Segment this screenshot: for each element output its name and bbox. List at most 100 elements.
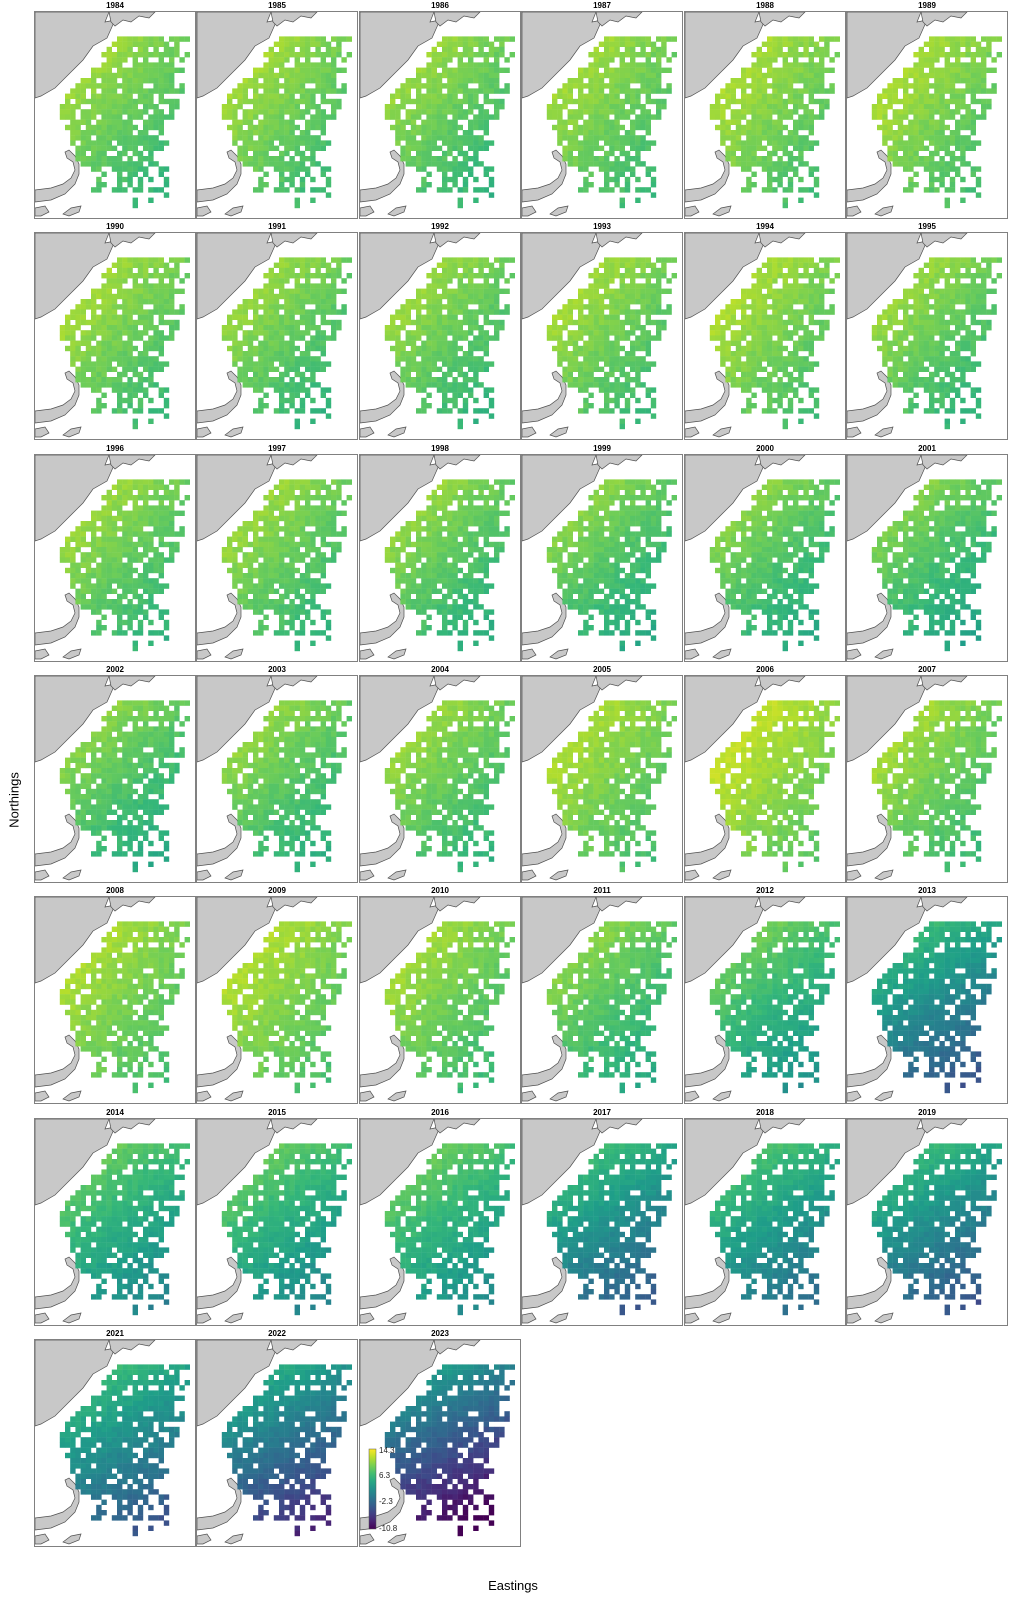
grid-cell: [442, 109, 448, 115]
grid-cell: [421, 124, 427, 131]
land-shape: [62, 205, 82, 217]
grid-cell: [746, 293, 752, 300]
grid-cell: [148, 140, 154, 146]
grid-cell: [127, 124, 133, 131]
grid-cell: [457, 140, 463, 146]
grid-cell: [593, 62, 599, 68]
grid-cell: [122, 161, 128, 167]
grid-cell: [761, 93, 768, 99]
grid-cell: [268, 351, 274, 357]
grid-cell: [117, 319, 123, 326]
grid-cell: [588, 78, 594, 84]
grid-cell: [746, 67, 752, 73]
grid-cell: [741, 387, 747, 393]
grid-cell: [813, 98, 820, 105]
grid-cell: [494, 109, 500, 115]
grid-cell: [787, 397, 794, 404]
grid-cell: [148, 150, 154, 157]
grid-cell: [273, 262, 280, 268]
grid-cell: [756, 46, 762, 53]
grid-cell: [395, 109, 401, 115]
grid-cell: [320, 36, 326, 42]
grid-cell: [447, 52, 453, 58]
grid-cell: [426, 283, 432, 289]
grid-cell: [111, 387, 118, 393]
grid-cell: [903, 187, 909, 193]
grid-cell: [294, 145, 300, 151]
grid-cell: [494, 325, 500, 331]
grid-cell: [624, 52, 631, 58]
grid-cell: [929, 176, 935, 183]
grid-cell: [578, 130, 584, 136]
grid-cell: [546, 104, 553, 110]
grid-cell: [986, 88, 992, 94]
grid-cell: [777, 46, 783, 53]
grid-cell: [253, 309, 259, 315]
grid-cell: [650, 397, 657, 404]
grid-cell: [299, 351, 306, 357]
grid-cell: [986, 41, 992, 47]
grid-cell: [965, 72, 971, 79]
grid-cell: [153, 408, 159, 414]
grid-cell: [619, 319, 625, 326]
grid-cell: [741, 345, 747, 352]
grid-cell: [598, 187, 605, 193]
grid-cell: [101, 72, 107, 79]
grid-cell: [640, 161, 646, 167]
grid-cell: [960, 41, 966, 47]
grid-cell: [483, 124, 489, 131]
grid-cell: [965, 124, 971, 131]
grid-cell: [934, 325, 940, 331]
grid-cell: [452, 340, 458, 346]
grid-cell: [588, 283, 594, 289]
grid-cell: [777, 124, 783, 131]
grid-cell: [877, 314, 883, 320]
grid-cell: [305, 119, 311, 125]
grid-cell: [163, 78, 170, 84]
grid-cell: [299, 293, 306, 300]
grid-cell: [782, 418, 788, 424]
grid-cell: [624, 293, 631, 300]
grid-cell: [767, 387, 773, 393]
grid-cell: [101, 330, 107, 336]
grid-cell: [798, 145, 804, 151]
grid-cell: [557, 330, 563, 336]
grid-cell: [975, 293, 982, 300]
grid-cell: [400, 98, 406, 105]
grid-cell: [341, 83, 347, 89]
grid-cell: [279, 403, 285, 409]
grid-cell: [981, 319, 987, 326]
grid-cell: [85, 340, 92, 346]
grid-cell: [294, 330, 300, 336]
grid-cell: [390, 314, 396, 320]
grid-cell: [91, 304, 97, 310]
grid-cell: [341, 67, 347, 73]
grid-cell: [122, 176, 128, 183]
grid-cell: [143, 387, 149, 393]
grid-cell: [421, 104, 427, 110]
grid-cell: [442, 262, 448, 268]
grid-cell: [772, 293, 778, 300]
grid-cell: [122, 387, 128, 393]
grid-cell: [960, 78, 966, 84]
grid-cell: [421, 145, 427, 151]
grid-cell: [127, 309, 133, 315]
grid-cell: [923, 88, 930, 94]
grid-cell: [741, 371, 747, 378]
grid-cell: [903, 124, 909, 131]
grid-cell: [143, 262, 149, 268]
grid-cell: [630, 351, 636, 357]
grid-cell: [787, 187, 794, 193]
grid-cell: [294, 140, 300, 146]
grid-cell: [289, 304, 295, 310]
grid-cell: [462, 67, 469, 73]
grid-cell: [320, 283, 326, 289]
grid-cell: [819, 36, 825, 42]
map-panel: [846, 11, 1008, 219]
grid-cell: [671, 36, 677, 42]
map-surface: [685, 12, 840, 217]
grid-cell: [426, 67, 432, 73]
grid-cell: [656, 62, 662, 68]
grid-cell: [777, 345, 783, 352]
grid-cell: [91, 361, 97, 367]
